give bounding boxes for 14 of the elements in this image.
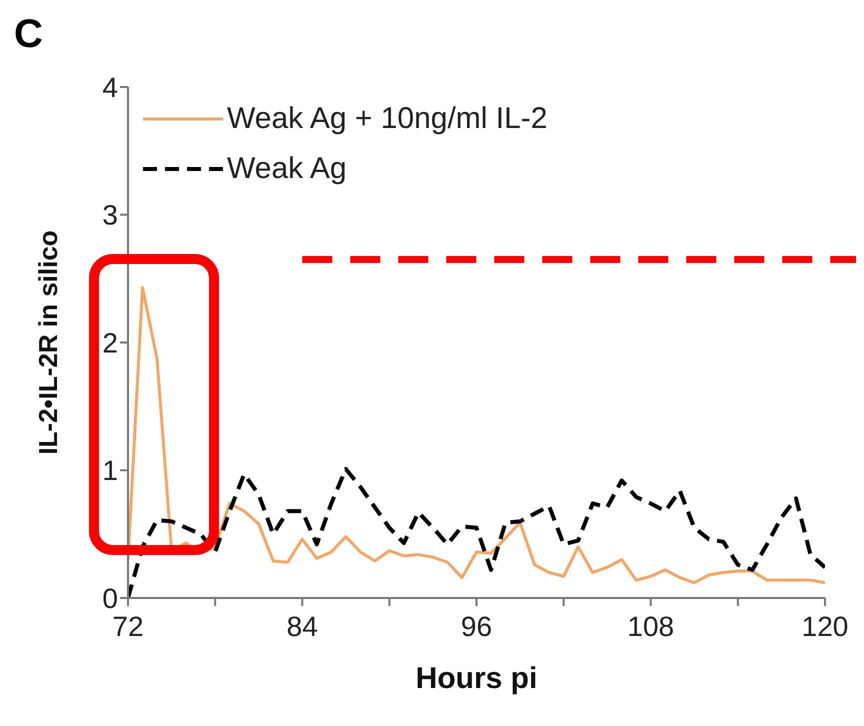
x-tick-label: 108	[627, 610, 674, 642]
y-axis-title: IL-2•IL-2R in silico	[33, 230, 64, 455]
y-tick-label: 1	[102, 455, 118, 486]
y-tick-label: 4	[102, 72, 118, 103]
x-tick-label: 84	[286, 610, 318, 642]
text: C	[14, 12, 43, 57]
legend-label: Weak Ag + 10ng/ml IL-2	[227, 101, 548, 137]
y-tick-label: 3	[102, 200, 118, 231]
x-axis-title: Hours pi	[416, 662, 538, 695]
y-tick-label: 2	[102, 327, 118, 358]
legend-label: Weak Ag	[227, 151, 347, 187]
x-tick-label: 120	[802, 610, 848, 642]
x-tick-label: 96	[460, 610, 492, 642]
line-series	[128, 286, 825, 584]
